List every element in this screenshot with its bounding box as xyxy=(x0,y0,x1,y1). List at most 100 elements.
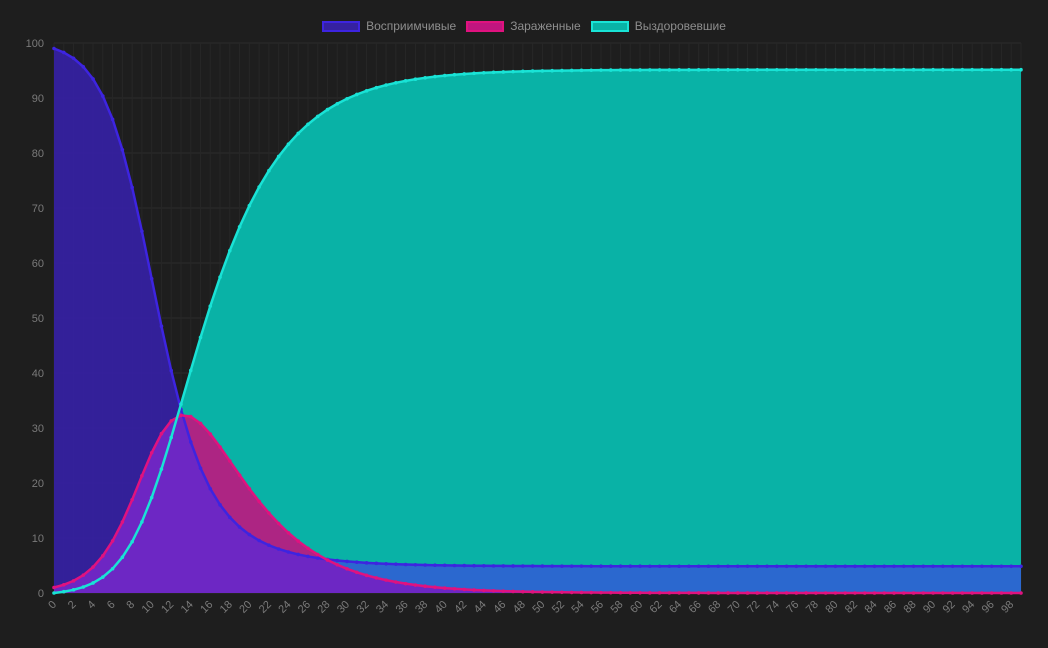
x-tick-label: 66 xyxy=(687,599,704,616)
point-recovered xyxy=(999,67,1004,72)
point-susceptible xyxy=(921,564,926,569)
point-infected xyxy=(775,591,779,595)
point-infected xyxy=(315,552,320,557)
point-infected xyxy=(267,511,271,515)
point-susceptible xyxy=(735,564,740,569)
point-susceptible xyxy=(560,564,564,568)
legend-item-recovered[interactable]: Выздоровевшие xyxy=(590,19,726,33)
y-tick-label: 100 xyxy=(26,38,44,50)
point-recovered xyxy=(384,83,388,87)
point-recovered xyxy=(257,185,261,189)
point-infected xyxy=(452,586,457,591)
point-infected xyxy=(511,589,515,594)
point-infected xyxy=(921,591,926,595)
point-recovered xyxy=(61,589,66,594)
line-recovered xyxy=(53,68,1021,595)
point-infected xyxy=(911,591,916,595)
point-recovered xyxy=(716,67,721,72)
point-infected xyxy=(179,413,183,418)
point-infected xyxy=(208,432,213,436)
point-recovered xyxy=(833,67,838,72)
point-recovered xyxy=(403,79,408,83)
point-infected xyxy=(530,590,535,594)
chart-legend: Восприимчивые Зараженные Выздоровевшие xyxy=(0,19,1048,33)
point-recovered xyxy=(745,67,750,72)
point-recovered xyxy=(638,68,642,72)
point-susceptible xyxy=(188,440,193,444)
point-susceptible xyxy=(814,564,818,569)
point-infected xyxy=(91,565,95,569)
x-tick-label: 86 xyxy=(882,599,899,616)
point-infected xyxy=(794,591,799,595)
legend-item-infected[interactable]: Зараженные xyxy=(466,19,581,33)
point-infected xyxy=(599,590,603,595)
x-tick-label: 96 xyxy=(980,599,997,616)
point-infected xyxy=(130,497,134,502)
point-susceptible xyxy=(667,564,672,569)
point-recovered xyxy=(931,67,935,72)
point-recovered xyxy=(862,67,867,72)
point-infected xyxy=(403,581,408,586)
point-susceptible xyxy=(775,564,779,569)
x-tick-label: 24 xyxy=(276,599,293,616)
x-tick-label: 70 xyxy=(726,599,743,616)
point-recovered xyxy=(286,142,291,146)
point-infected xyxy=(696,591,701,595)
point-recovered xyxy=(208,304,213,308)
point-susceptible xyxy=(980,564,984,569)
point-infected xyxy=(384,578,388,582)
x-tick-label: 32 xyxy=(355,599,372,616)
point-recovered xyxy=(687,68,691,72)
y-tick-label: 80 xyxy=(32,148,44,160)
point-infected xyxy=(462,587,467,592)
point-susceptible xyxy=(198,466,203,470)
point-susceptible xyxy=(276,547,281,551)
point-recovered xyxy=(413,77,418,82)
point-susceptible xyxy=(130,185,134,190)
legend-item-susceptible[interactable]: Восприимчивые xyxy=(322,19,456,33)
point-recovered xyxy=(735,67,740,72)
point-susceptible xyxy=(345,559,349,564)
y-tick-label: 30 xyxy=(32,423,44,435)
point-susceptible xyxy=(159,324,164,329)
point-susceptible xyxy=(696,564,701,569)
point-susceptible xyxy=(638,564,642,569)
point-susceptible xyxy=(335,558,340,563)
point-infected xyxy=(648,591,652,595)
point-infected xyxy=(657,591,662,595)
x-tick-label: 82 xyxy=(843,599,860,616)
x-tick-label: 18 xyxy=(218,599,235,616)
point-infected xyxy=(481,588,486,593)
point-susceptible xyxy=(999,564,1004,569)
point-recovered xyxy=(726,67,730,72)
x-tick-label: 92 xyxy=(941,599,958,616)
x-tick-label: 28 xyxy=(315,599,332,616)
point-infected xyxy=(755,591,760,595)
point-susceptible xyxy=(394,562,398,566)
point-susceptible xyxy=(599,564,603,569)
point-recovered xyxy=(140,520,144,524)
point-susceptible xyxy=(569,564,574,568)
point-recovered xyxy=(110,566,115,571)
x-tick-label: 38 xyxy=(413,599,430,616)
point-recovered xyxy=(814,67,818,72)
point-susceptible xyxy=(296,552,300,557)
point-recovered xyxy=(696,68,701,72)
point-infected xyxy=(579,590,584,595)
point-infected xyxy=(950,591,955,595)
point-susceptible xyxy=(257,538,261,543)
point-infected xyxy=(716,591,721,595)
point-recovered xyxy=(354,92,359,97)
point-recovered xyxy=(1009,67,1014,72)
x-tick-label: 80 xyxy=(823,599,840,616)
point-recovered xyxy=(989,67,994,72)
x-tick-label: 6 xyxy=(105,599,118,612)
point-susceptible xyxy=(452,563,457,568)
point-susceptible xyxy=(354,560,359,564)
point-recovered xyxy=(228,248,232,253)
x-tick-label: 42 xyxy=(452,599,469,616)
x-tick-label: 58 xyxy=(608,599,625,616)
point-infected xyxy=(872,591,877,595)
point-recovered xyxy=(345,96,349,101)
point-infected xyxy=(61,583,66,587)
